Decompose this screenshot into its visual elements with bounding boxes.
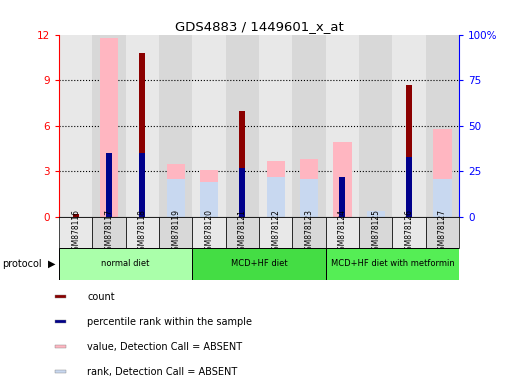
Bar bbox=[140, 153, 145, 217]
Bar bbox=[59, 248, 192, 280]
Text: rank, Detection Call = ABSENT: rank, Detection Call = ABSENT bbox=[87, 366, 238, 377]
Bar bbox=[367, 211, 385, 217]
Bar bbox=[300, 159, 318, 217]
Bar bbox=[433, 129, 451, 217]
Bar bbox=[73, 214, 78, 217]
Title: GDS4883 / 1449601_x_at: GDS4883 / 1449601_x_at bbox=[175, 20, 343, 33]
Text: GSM878117: GSM878117 bbox=[105, 209, 113, 255]
Bar bbox=[106, 153, 112, 217]
Text: ▶: ▶ bbox=[48, 259, 55, 269]
Bar bbox=[259, 35, 292, 217]
Text: MCD+HF diet: MCD+HF diet bbox=[231, 260, 287, 268]
Bar bbox=[259, 217, 292, 248]
Bar bbox=[406, 157, 412, 217]
Bar bbox=[426, 217, 459, 248]
Text: GSM878124: GSM878124 bbox=[338, 209, 347, 255]
Text: GSM878118: GSM878118 bbox=[138, 209, 147, 255]
Bar bbox=[200, 182, 218, 217]
Bar bbox=[426, 35, 459, 217]
Bar bbox=[59, 35, 92, 217]
Bar bbox=[292, 35, 326, 217]
Bar bbox=[226, 35, 259, 217]
Bar bbox=[59, 217, 92, 248]
Text: GSM878123: GSM878123 bbox=[305, 209, 313, 255]
Text: GSM878125: GSM878125 bbox=[371, 209, 380, 255]
Bar bbox=[126, 35, 159, 217]
Bar bbox=[192, 217, 226, 248]
Bar bbox=[55, 345, 66, 348]
Bar bbox=[92, 35, 126, 217]
Bar bbox=[326, 35, 359, 217]
Bar bbox=[55, 295, 66, 298]
Text: percentile rank within the sample: percentile rank within the sample bbox=[87, 316, 252, 327]
Text: GSM878119: GSM878119 bbox=[171, 209, 180, 255]
Bar bbox=[159, 217, 192, 248]
Bar bbox=[359, 35, 392, 217]
Text: GSM878120: GSM878120 bbox=[205, 209, 213, 255]
Bar bbox=[100, 38, 118, 217]
Text: GSM878127: GSM878127 bbox=[438, 209, 447, 255]
Bar bbox=[167, 179, 185, 217]
Bar bbox=[200, 170, 218, 217]
Bar bbox=[392, 217, 426, 248]
Bar bbox=[140, 53, 145, 217]
Bar bbox=[333, 142, 351, 217]
Bar bbox=[192, 248, 326, 280]
Text: GSM878122: GSM878122 bbox=[271, 209, 280, 255]
Bar bbox=[55, 370, 66, 373]
Text: GSM878116: GSM878116 bbox=[71, 209, 80, 255]
Bar bbox=[406, 85, 412, 217]
Bar bbox=[126, 217, 159, 248]
Bar bbox=[392, 35, 426, 217]
Bar bbox=[267, 177, 285, 217]
Bar bbox=[326, 217, 359, 248]
Bar bbox=[192, 35, 226, 217]
Text: GSM878121: GSM878121 bbox=[238, 209, 247, 255]
Bar bbox=[159, 35, 192, 217]
Bar bbox=[267, 161, 285, 217]
Text: normal diet: normal diet bbox=[102, 260, 150, 268]
Bar bbox=[326, 248, 459, 280]
Text: GSM878126: GSM878126 bbox=[405, 209, 413, 255]
Bar bbox=[433, 179, 451, 217]
Bar bbox=[92, 217, 126, 248]
Text: MCD+HF diet with metformin: MCD+HF diet with metformin bbox=[330, 260, 455, 268]
Bar bbox=[167, 164, 185, 217]
Text: value, Detection Call = ABSENT: value, Detection Call = ABSENT bbox=[87, 341, 242, 352]
Text: protocol: protocol bbox=[3, 259, 42, 269]
Bar bbox=[300, 179, 318, 217]
Bar bbox=[359, 217, 392, 248]
Bar bbox=[292, 217, 326, 248]
Bar bbox=[55, 320, 66, 323]
Bar bbox=[240, 168, 245, 217]
Bar bbox=[226, 217, 259, 248]
Text: count: count bbox=[87, 291, 115, 302]
Bar bbox=[340, 177, 345, 217]
Bar bbox=[240, 111, 245, 217]
